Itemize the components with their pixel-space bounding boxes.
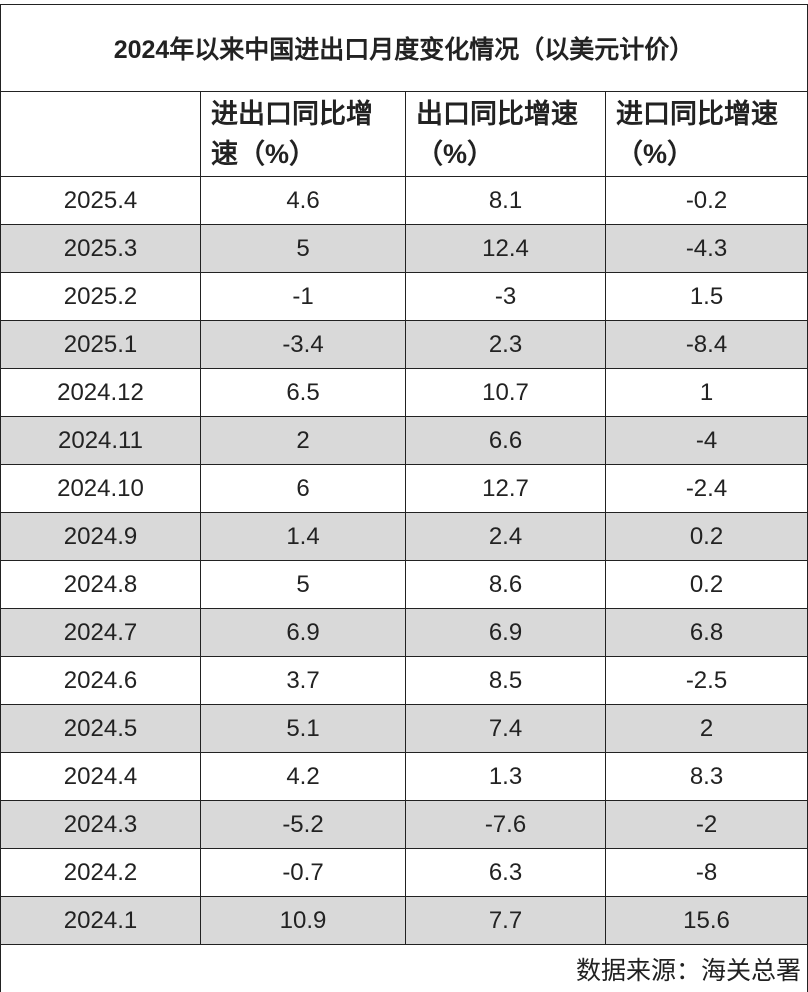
data-row: 2025.4 4.6 8.1 -0.2 — [0, 176, 808, 225]
value-cell: 2 — [200, 416, 406, 465]
data-row: 2024.12 6.5 10.7 1 — [0, 368, 808, 417]
value-cell: 7.7 — [405, 896, 606, 945]
period-cell: 2025.3 — [0, 224, 201, 273]
period-cell: 2024.8 — [0, 560, 201, 609]
value-cell: -2 — [605, 800, 808, 849]
value-cell: 12.7 — [405, 464, 606, 513]
value-cell: 1.5 — [605, 272, 808, 321]
value-cell: -2.5 — [605, 656, 808, 705]
title-row: 2024年以来中国进出口月度变化情况（以美元计价） — [0, 4, 808, 92]
value-cell: 1.4 — [200, 512, 406, 561]
value-cell: 2.3 — [405, 320, 606, 369]
value-cell: 0.2 — [605, 560, 808, 609]
value-cell: 2.4 — [405, 512, 606, 561]
value-cell: 3.7 — [200, 656, 406, 705]
value-cell: 10.9 — [200, 896, 406, 945]
value-cell: -4.3 — [605, 224, 808, 273]
header-cell: 进口同比增速（%） — [605, 91, 808, 177]
period-cell: 2024.1 — [0, 896, 201, 945]
data-row: 2024.4 4.2 1.3 8.3 — [0, 752, 808, 801]
value-cell: 10.7 — [405, 368, 606, 417]
period-cell: 2024.6 — [0, 656, 201, 705]
header-cell: 出口同比增速（%） — [405, 91, 606, 177]
value-cell: 4.2 — [200, 752, 406, 801]
period-cell: 2025.2 — [0, 272, 201, 321]
value-cell: 8.3 — [605, 752, 808, 801]
data-row: 2024.6 3.7 8.5 -2.5 — [0, 656, 808, 705]
value-cell: -7.6 — [405, 800, 606, 849]
header-row: 进出口同比增速（%） 出口同比增速（%） 进口同比增速（%） — [0, 91, 808, 177]
value-cell: 5 — [200, 224, 406, 273]
period-cell: 2025.1 — [0, 320, 201, 369]
data-row: 2025.3 5 12.4 -4.3 — [0, 224, 808, 273]
value-cell: 1 — [605, 368, 808, 417]
value-cell: -4 — [605, 416, 808, 465]
value-cell: -0.2 — [605, 176, 808, 225]
value-cell: 6.9 — [200, 608, 406, 657]
period-cell: 2025.4 — [0, 176, 201, 225]
value-cell: 5 — [200, 560, 406, 609]
period-cell: 2024.9 — [0, 512, 201, 561]
value-cell: 15.6 — [605, 896, 808, 945]
value-cell: -5.2 — [200, 800, 406, 849]
value-cell: -3.4 — [200, 320, 406, 369]
period-cell: 2024.4 — [0, 752, 201, 801]
value-cell: 6.9 — [405, 608, 606, 657]
value-cell: -8.4 — [605, 320, 808, 369]
value-cell: 12.4 — [405, 224, 606, 273]
value-cell: -2.4 — [605, 464, 808, 513]
value-cell: 8.5 — [405, 656, 606, 705]
data-row: 2025.2 -1 -3 1.5 — [0, 272, 808, 321]
value-cell: 5.1 — [200, 704, 406, 753]
value-cell: 6.6 — [405, 416, 606, 465]
header-cell — [0, 91, 201, 177]
value-cell: -8 — [605, 848, 808, 897]
period-cell: 2024.5 — [0, 704, 201, 753]
value-cell: 6.5 — [200, 368, 406, 417]
value-cell: 0.2 — [605, 512, 808, 561]
value-cell: -1 — [200, 272, 406, 321]
data-row: 2024.5 5.1 7.4 2 — [0, 704, 808, 753]
period-cell: 2024.2 — [0, 848, 201, 897]
period-cell: 2024.7 — [0, 608, 201, 657]
data-row: 2024.3 -5.2 -7.6 -2 — [0, 800, 808, 849]
value-cell: 7.4 — [405, 704, 606, 753]
value-cell: 6.8 — [605, 608, 808, 657]
data-row: 2024.10 6 12.7 -2.4 — [0, 464, 808, 513]
data-row: 2024.11 2 6.6 -4 — [0, 416, 808, 465]
data-row: 2024.1 10.9 7.7 15.6 — [0, 896, 808, 945]
data-row: 2025.1 -3.4 2.3 -8.4 — [0, 320, 808, 369]
value-cell: -3 — [405, 272, 606, 321]
value-cell: 8.6 — [405, 560, 606, 609]
period-cell: 2024.11 — [0, 416, 201, 465]
footer-row: 数据来源：海关总署 — [0, 944, 808, 992]
value-cell: 1.3 — [405, 752, 606, 801]
source-note: 数据来源：海关总署 — [0, 944, 808, 992]
data-row: 2024.9 1.4 2.4 0.2 — [0, 512, 808, 561]
value-cell: 4.6 — [200, 176, 406, 225]
header-cell: 进出口同比增速（%） — [200, 91, 406, 177]
period-cell: 2024.12 — [0, 368, 201, 417]
value-cell: 8.1 — [405, 176, 606, 225]
period-cell: 2024.3 — [0, 800, 201, 849]
value-cell: 6 — [200, 464, 406, 513]
data-row: 2024.8 5 8.6 0.2 — [0, 560, 808, 609]
value-cell: 2 — [605, 704, 808, 753]
period-cell: 2024.10 — [0, 464, 201, 513]
table-title: 2024年以来中国进出口月度变化情况（以美元计价） — [0, 4, 808, 92]
value-cell: 6.3 — [405, 848, 606, 897]
value-cell: -0.7 — [200, 848, 406, 897]
data-table: 2024年以来中国进出口月度变化情况（以美元计价） 进出口同比增速（%） 出口同比… — [0, 4, 808, 992]
data-row: 2024.7 6.9 6.9 6.8 — [0, 608, 808, 657]
data-row: 2024.2 -0.7 6.3 -8 — [0, 848, 808, 897]
